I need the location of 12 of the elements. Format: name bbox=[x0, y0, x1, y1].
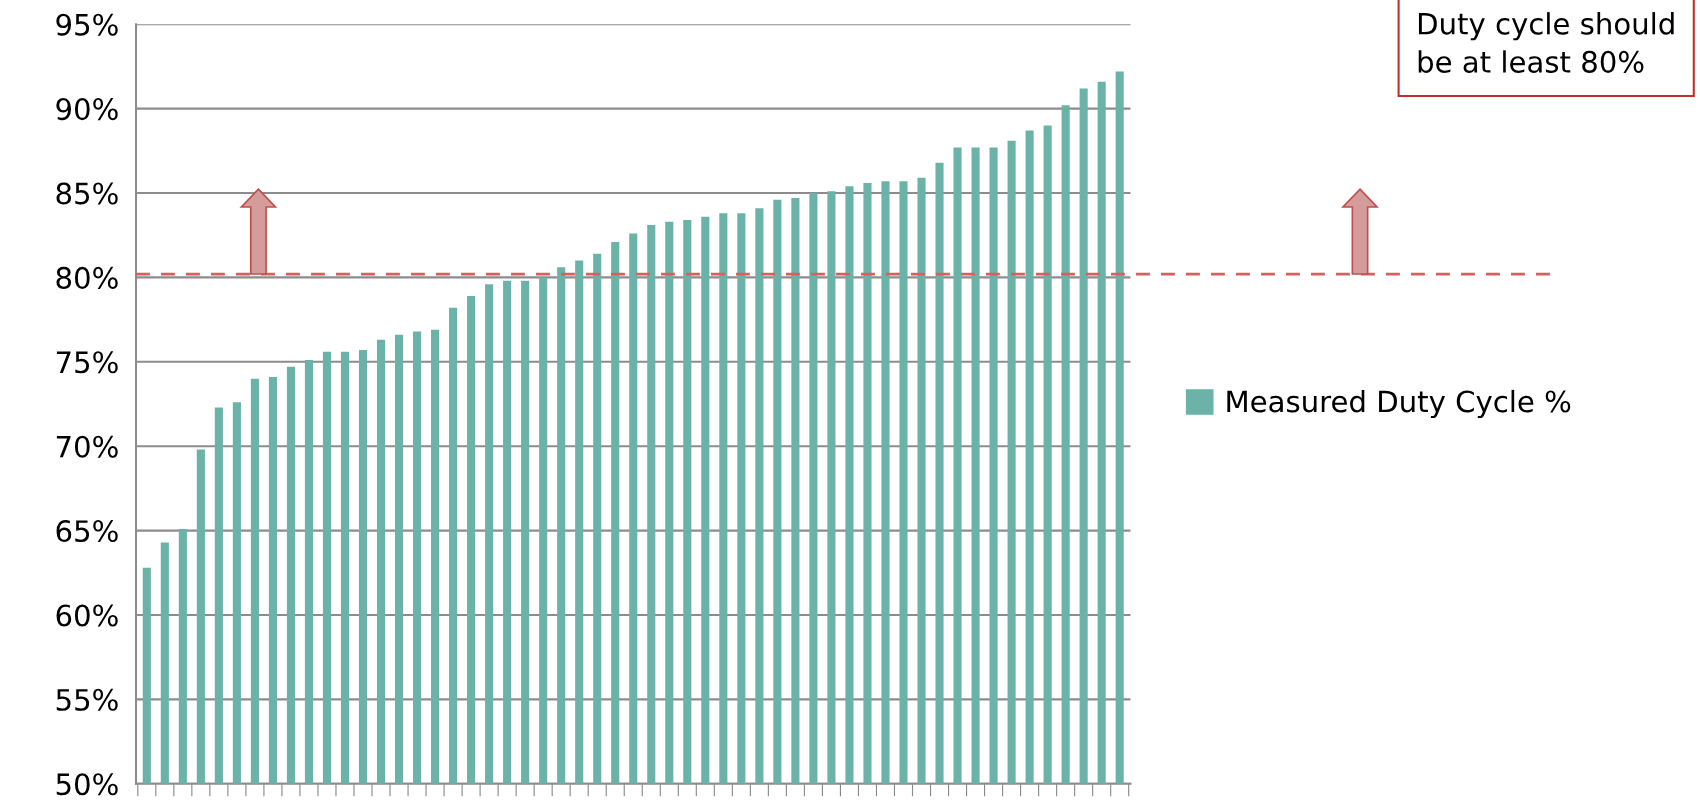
y-tick-label: 85% bbox=[56, 182, 118, 205]
y-tick-label: 90% bbox=[56, 98, 118, 121]
y-tick-label: 55% bbox=[56, 688, 118, 711]
y-tick-label: 95% bbox=[56, 13, 118, 36]
y-tick-label: 80% bbox=[56, 266, 118, 289]
y-tick-label: 75% bbox=[56, 351, 118, 374]
y-tick-label: 65% bbox=[56, 520, 118, 543]
y-tick-label: 50% bbox=[56, 773, 118, 796]
y-tick-label: 70% bbox=[56, 435, 118, 458]
y-tick-label: 60% bbox=[56, 604, 118, 627]
text: Duty cycle should be at least 80% bbox=[1418, 12, 1674, 73]
legend-label: Measured Duty Cycle % bbox=[1227, 389, 1571, 419]
